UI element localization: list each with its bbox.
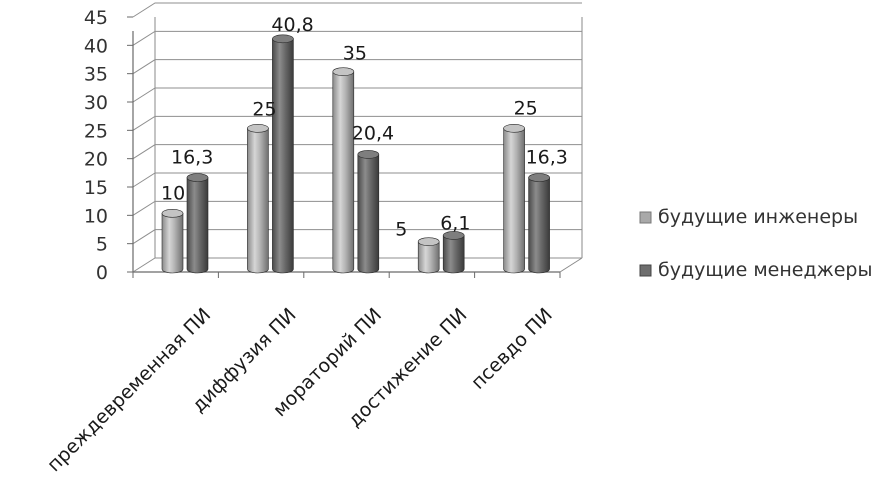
y-tick-label: 5 — [96, 234, 108, 256]
bar-top — [442, 231, 465, 240]
bar — [272, 34, 294, 274]
data-label: 25 — [252, 98, 276, 120]
y-tick-label: 40 — [84, 35, 108, 57]
bar-body — [272, 38, 294, 274]
bar-top — [332, 67, 355, 76]
data-label: 10 — [161, 182, 185, 204]
y-tick-label: 35 — [84, 64, 108, 86]
bar-body — [161, 213, 184, 274]
bar-top — [272, 34, 294, 44]
bar-top — [357, 150, 380, 159]
bar — [161, 209, 184, 274]
gridline — [132, 59, 582, 75]
gridline — [132, 229, 582, 245]
bar — [247, 124, 269, 274]
y-tick-label: 15 — [84, 177, 108, 199]
bar-body — [186, 177, 209, 274]
bar-body — [357, 154, 380, 274]
data-label: 25 — [514, 97, 538, 119]
data-label: 16,3 — [526, 147, 568, 169]
bar-top — [417, 237, 440, 246]
bar-top — [161, 209, 184, 218]
data-label: 6,1 — [440, 212, 470, 234]
data-labels: 10 16,3 25 40,8 35 20,4 5 6,1 25 16,3 — [161, 14, 568, 241]
legend-swatch-managers — [639, 264, 652, 277]
data-label: 35 — [343, 43, 367, 65]
bar-top — [186, 173, 209, 182]
legend-label-managers: будущие менеджеры — [658, 259, 872, 281]
y-tick-label: 20 — [84, 149, 108, 171]
bar-top — [503, 124, 525, 133]
bar — [332, 67, 355, 274]
bar-body — [442, 235, 465, 274]
gridline — [132, 2, 582, 18]
gridline — [132, 115, 582, 131]
y-tick-label: 25 — [84, 120, 108, 142]
gridline — [132, 87, 582, 103]
legend: будущие инженеры будущие менеджеры — [639, 206, 872, 281]
legend-swatch-engineers — [639, 211, 652, 224]
gridline — [132, 257, 582, 273]
bar — [417, 237, 440, 274]
bars — [161, 34, 550, 274]
legend-label-engineers: будущие инженеры — [658, 206, 858, 228]
y-tick-label: 30 — [84, 92, 108, 114]
y-tick-label: 10 — [84, 205, 108, 227]
data-label: 5 — [395, 219, 407, 241]
bar-top — [247, 124, 269, 133]
bar-body — [528, 177, 550, 274]
floor-right-edge — [559, 257, 583, 273]
gridline — [132, 200, 582, 216]
bar — [503, 124, 525, 274]
legend-item-engineers: будущие инженеры — [639, 206, 858, 228]
y-axis: 0 5 10 15 20 25 30 35 40 45 — [84, 7, 134, 284]
gridlines — [132, 2, 582, 273]
gridline — [132, 172, 582, 188]
bar-body — [332, 71, 355, 274]
legend-item-managers: будущие менеджеры — [639, 259, 872, 281]
y-tick-label: 45 — [84, 7, 108, 29]
bar-body — [417, 241, 440, 274]
bar — [357, 150, 380, 274]
gridline — [132, 30, 582, 46]
bar — [186, 173, 209, 274]
data-label: 16,3 — [171, 147, 213, 169]
bar-body — [503, 128, 525, 274]
x-category-label: псевдо ПИ — [467, 304, 557, 394]
gridline — [132, 144, 582, 160]
bar-body — [247, 128, 269, 274]
bar-top — [528, 173, 550, 182]
y-tick-label: 0 — [96, 262, 108, 284]
data-label: 20,4 — [352, 122, 394, 144]
bar — [442, 231, 465, 274]
data-label: 40,8 — [271, 14, 313, 36]
x-category-label: преждевременная ПИ — [43, 304, 215, 476]
bar — [528, 173, 550, 274]
